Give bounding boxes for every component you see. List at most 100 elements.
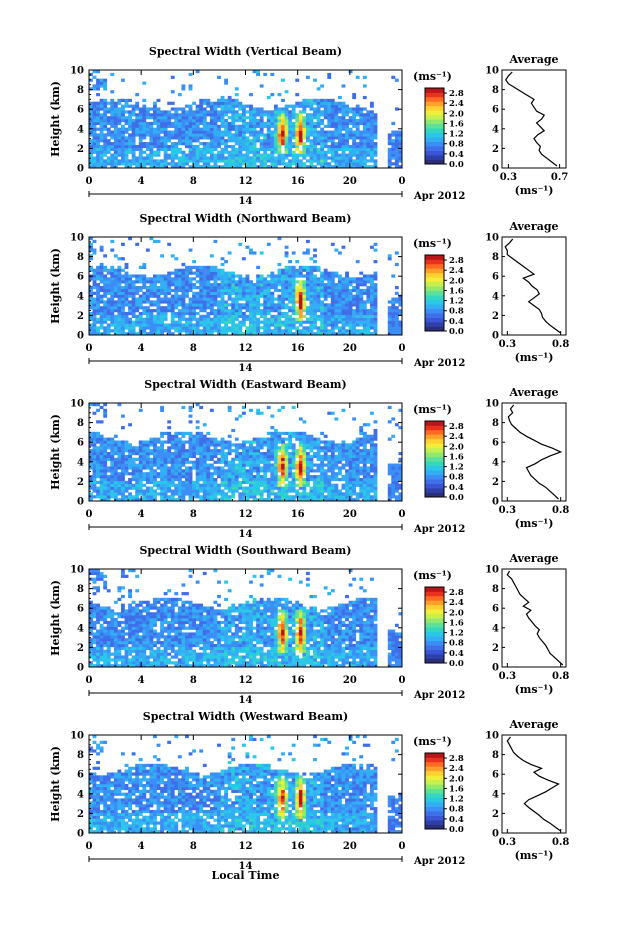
heatmap-cell: [288, 271, 293, 275]
heatmap-cell: [117, 463, 122, 467]
heatmap-cell: [266, 165, 271, 169]
x-tick-label: 8: [190, 176, 197, 187]
heatmap-cell: [217, 311, 221, 316]
heatmap-cell: [124, 332, 129, 336]
heatmap-cell: [224, 446, 229, 450]
panel-title: Spectral Width (Northward Beam): [140, 212, 352, 225]
heatmap-cell: [153, 165, 157, 169]
heatmap-cell: [103, 320, 108, 324]
heatmap-cell: [234, 288, 239, 293]
heatmap-cell: [138, 286, 143, 290]
heatmap-cell: [305, 147, 310, 151]
heatmap-cell: [298, 314, 303, 318]
heatmap-cell: [213, 110, 218, 114]
heatmap-cell: [291, 291, 296, 295]
heatmap-cell: [323, 329, 328, 333]
heatmap-cell: [145, 286, 150, 290]
heatmap-cell: [352, 153, 357, 157]
heatmap-cell: [252, 323, 257, 327]
heatmap-cell: [302, 142, 307, 146]
heatmap-cell: [252, 121, 257, 126]
heatmap-cell: [199, 121, 204, 126]
heatmap-cell: [313, 136, 317, 140]
heatmap-cell: [185, 306, 189, 310]
heatmap-cell: [117, 300, 122, 304]
heatmap-cell: [241, 475, 246, 479]
heatmap-cell: [259, 130, 264, 134]
heatmap-cell: [263, 286, 268, 290]
heatmap-cell: [213, 116, 218, 120]
heatmap-cell: [170, 323, 175, 327]
heatmap-cell: [199, 101, 204, 105]
heatmap-cell: [202, 98, 207, 102]
heatmap-cell: [320, 329, 325, 333]
heatmap-cell: [195, 70, 200, 74]
heatmap-cell: [89, 110, 93, 114]
heatmap-cell: [113, 306, 118, 310]
heatmap-cell: [202, 460, 207, 464]
heatmap-cell: [185, 288, 189, 293]
heatmap-cell: [92, 271, 97, 275]
heatmap-cell: [270, 303, 275, 307]
heatmap-cell: [170, 147, 175, 151]
heatmap-cell: [96, 162, 100, 166]
heatmap-cell: [121, 443, 125, 447]
heatmap-cell: [352, 320, 357, 324]
heatmap-cell: [369, 303, 374, 307]
heatmap-cell: [110, 136, 115, 140]
heatmap-cell: [327, 139, 332, 143]
heatmap-cell: [160, 477, 164, 482]
heatmap-cell: [188, 119, 193, 123]
heatmap-cell: [117, 446, 122, 450]
average-x-tick-label: 0.7: [551, 172, 568, 183]
heatmap-cell: [337, 311, 342, 316]
heatmap-cell: [213, 449, 218, 453]
heatmap-cell: [220, 449, 225, 453]
heatmap-cell: [145, 280, 150, 284]
heatmap-cell: [327, 303, 332, 307]
heatmap-cell: [103, 104, 108, 108]
heatmap-cell: [334, 121, 339, 126]
heatmap-cell: [103, 84, 108, 88]
heatmap-cell: [206, 469, 211, 473]
heatmap-cell: [234, 156, 239, 160]
heatmap-cell: [181, 294, 186, 298]
heatmap-cell: [245, 147, 250, 151]
heatmap-cell: [330, 297, 335, 301]
heatmap-cell: [291, 495, 296, 499]
heatmap-cell: [359, 288, 364, 293]
heatmap-cell: [320, 153, 325, 157]
heatmap-cell: [352, 133, 357, 137]
heatmap-cell: [209, 119, 214, 123]
heatmap-cell: [288, 469, 293, 473]
heatmap-cell: [323, 116, 328, 120]
heatmap-cell: [188, 408, 193, 412]
heatmap-cell: [145, 156, 150, 160]
heatmap-cell: [352, 317, 357, 321]
heatmap-cell: [110, 159, 115, 163]
heatmap-cell: [238, 113, 243, 117]
heatmap-cell: [209, 320, 214, 324]
heatmap-cell: [145, 489, 150, 493]
heatmap-cell: [337, 280, 342, 284]
heatmap-cell: [117, 477, 122, 482]
heatmap-cell: [288, 104, 293, 108]
heatmap-cell: [369, 116, 374, 120]
heatmap-cell: [345, 119, 349, 123]
heatmap-cell: [309, 326, 314, 330]
heatmap-cell: [135, 113, 140, 117]
heatmap-cell: [302, 297, 307, 301]
heatmap-cell: [234, 294, 239, 298]
heatmap-cell: [305, 248, 310, 252]
heatmap-cell: [138, 460, 143, 464]
heatmap-cell: [263, 288, 268, 293]
heatmap-cell: [128, 144, 132, 149]
heatmap-cell: [142, 144, 147, 149]
heatmap-cell: [241, 294, 246, 298]
heatmap-cell: [252, 332, 257, 336]
heatmap-cell: [188, 309, 193, 313]
heatmap-cell: [320, 303, 325, 307]
heatmap-cell: [305, 277, 310, 281]
heatmap-cell: [249, 119, 253, 123]
heatmap-cell: [213, 286, 218, 290]
